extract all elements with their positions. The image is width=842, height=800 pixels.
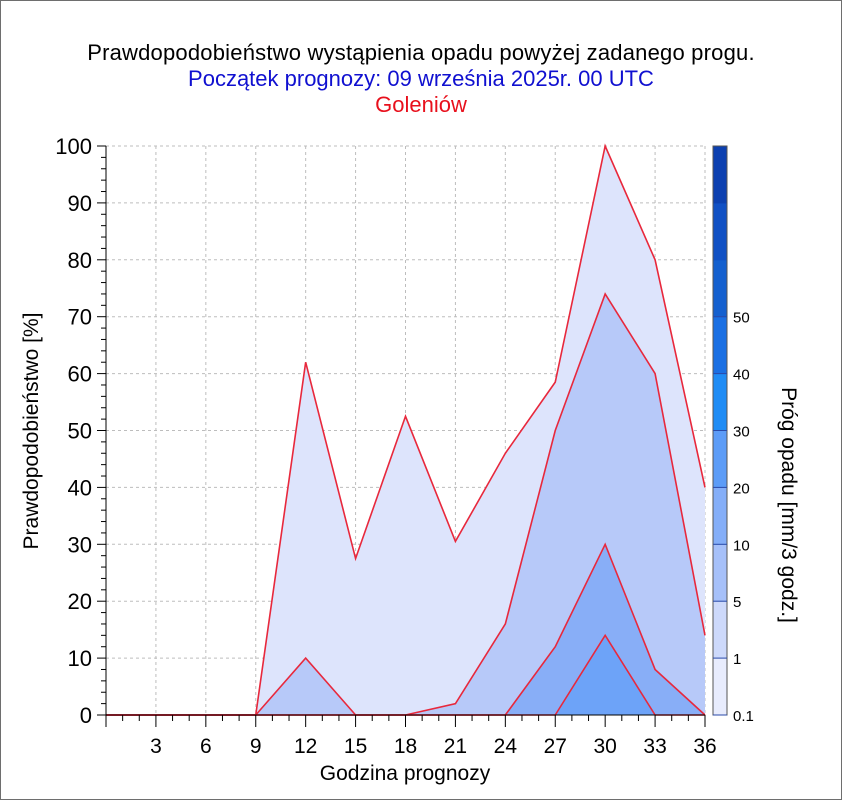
x-tick-label: 30 (593, 735, 616, 758)
area-threshold-5 (106, 544, 705, 715)
x-tick-label: 9 (250, 735, 262, 758)
colorbar-label: Próg opadu [mm/3 godz.] (777, 387, 800, 623)
colorbar-tick-label: 50 (733, 310, 750, 327)
x-tick-label: 24 (494, 735, 518, 758)
colorbar-segment (713, 202, 727, 261)
x-tick-label: 3 (150, 735, 162, 758)
x-axis-label: Godzina prognozy (320, 762, 491, 785)
x-tick-label: 18 (394, 735, 417, 758)
colorbar-tick-label: 0.1 (733, 708, 754, 725)
area-threshold-10 (106, 635, 705, 715)
colorbar-segment (713, 146, 727, 204)
y-tick-label: 50 (68, 419, 92, 444)
y-tick-label: 100 (55, 134, 92, 159)
y-tick-label: 20 (68, 589, 92, 614)
colorbar-segment (713, 316, 727, 375)
y-tick-label: 10 (68, 646, 92, 671)
location-title: Goleniów (375, 92, 467, 117)
colorbar-segment (713, 487, 727, 545)
x-tick-label: 27 (544, 735, 567, 758)
y-tick-label: 0 (80, 703, 92, 728)
x-tick-label: 6 (200, 735, 212, 758)
threshold-colorbar: 0.1 1 5 10 20 30 40 50 (712, 145, 754, 725)
colorbar-tick-label: 40 (733, 367, 750, 384)
chart-subtitle: Początek prognozy: 09 września 2025r. 00… (188, 66, 654, 91)
x-tick-label: 33 (643, 735, 666, 758)
colorbar-tick-label: 30 (733, 424, 750, 441)
colorbar-segment (713, 430, 727, 488)
colorbar-segment (713, 259, 727, 318)
colorbar-tick-label: 10 (733, 537, 750, 554)
y-tick-label: 30 (68, 532, 92, 557)
y-tick-label: 80 (68, 248, 92, 273)
colorbar-tick-label: 20 (733, 480, 750, 497)
colorbar-tick-label: 1 (733, 651, 741, 668)
x-tick-label: 36 (693, 735, 716, 758)
colorbar-segment (713, 658, 727, 716)
colorbar-segment (713, 601, 727, 659)
colorbar-segment (713, 544, 727, 602)
y-tick-label: 70 (68, 305, 92, 330)
y-tick-label: 60 (68, 362, 92, 387)
area-threshold-1 (106, 293, 705, 715)
x-tick-label: 15 (344, 735, 367, 758)
y-tick-label: 40 (68, 475, 92, 500)
x-tick-label: 21 (444, 735, 467, 758)
y-axis-label: Prawdopodobieństwo [%] (20, 313, 43, 550)
chart-title: Prawdopodobieństwo wystąpienia opadu pow… (87, 40, 755, 65)
colorbar-tick-label: 5 (733, 594, 741, 611)
x-tick-label: 12 (294, 735, 317, 758)
y-tick-label: 90 (68, 191, 92, 216)
colorbar-segment (713, 373, 727, 431)
